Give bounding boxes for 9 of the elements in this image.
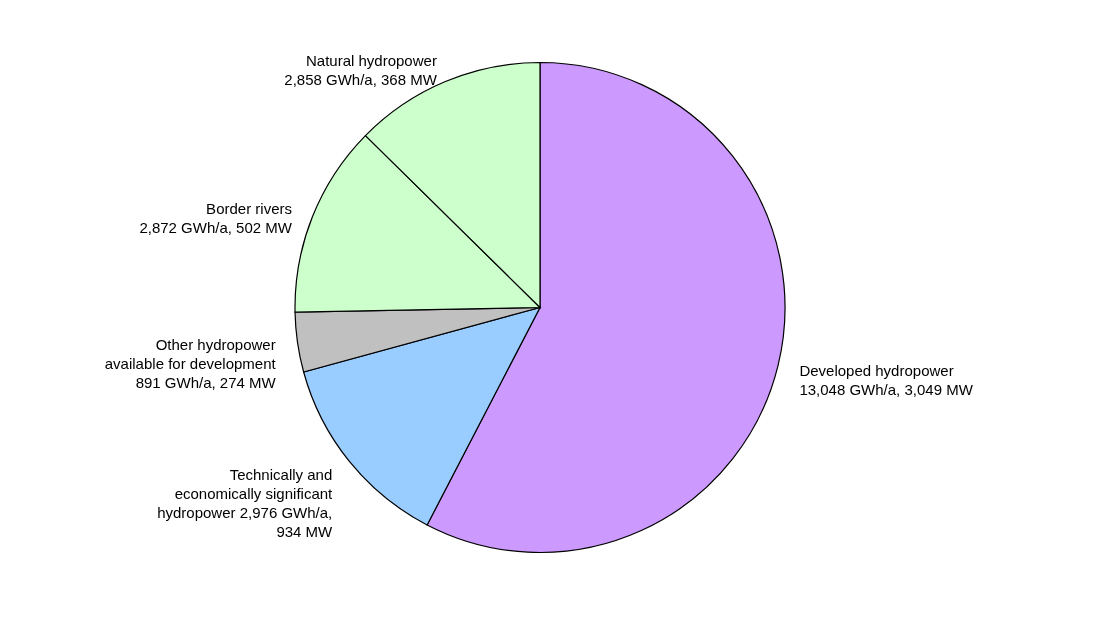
data-label: 891 GWh/a, 274 MW <box>135 374 277 392</box>
data-label: hydropower 2,976 GWh/a, 934 MW <box>157 504 334 541</box>
slice-label: Other hydropower available for development <box>104 336 277 373</box>
slice-label: Developed hydropower <box>799 361 954 379</box>
data-label: 13,048 GWh/a, 3,049 MW <box>799 380 974 398</box>
slice-label: Border rivers <box>206 199 292 217</box>
data-label: 2,858 GWh/a, 368 MW <box>284 71 438 89</box>
data-label: 2,872 GWh/a, 502 MW <box>139 218 293 236</box>
slice-label: Natural hydropower <box>305 52 437 70</box>
